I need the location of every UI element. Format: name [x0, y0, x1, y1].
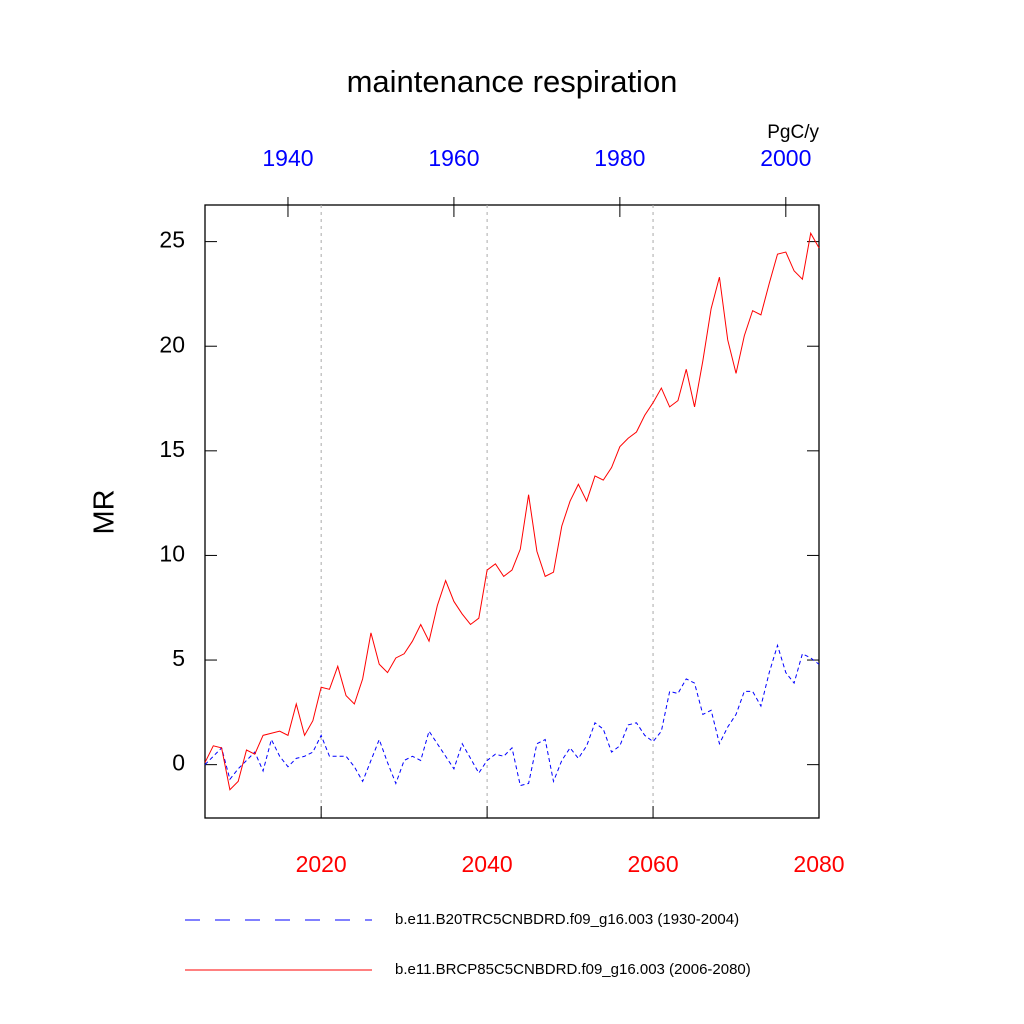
y-tick-label: 25 — [159, 227, 185, 253]
series-line — [204, 231, 820, 791]
x-tick-label: 2080 — [793, 851, 844, 877]
y-tick-label: 10 — [159, 541, 185, 567]
legend-label: b.e11.B20TRC5CNBDRD.f09_g16.003 (1930-20… — [395, 911, 739, 928]
y-axis-label: MR — [89, 489, 121, 534]
y-tick-label: 20 — [159, 331, 185, 357]
x2-tick-label: 1960 — [428, 145, 479, 171]
y-tick-label: 5 — [172, 645, 185, 671]
chart-title: maintenance respiration — [347, 64, 678, 99]
x-tick-label: 2060 — [627, 851, 678, 877]
x-tick-label: 2020 — [296, 851, 347, 877]
units-label: PgC/y — [767, 122, 819, 143]
series-line — [204, 643, 820, 787]
x-tick-label: 2040 — [462, 851, 513, 877]
legend-label: b.e11.BRCP85C5CNBDRD.f09_g16.003 (2006-2… — [395, 961, 751, 978]
x2-tick-label: 1980 — [594, 145, 645, 171]
x2-tick-label: 2000 — [760, 145, 811, 171]
y-tick-label: 15 — [159, 436, 185, 462]
plot-frame — [204, 204, 820, 819]
y-tick-label: 0 — [172, 750, 185, 776]
x2-tick-label: 1940 — [262, 145, 313, 171]
